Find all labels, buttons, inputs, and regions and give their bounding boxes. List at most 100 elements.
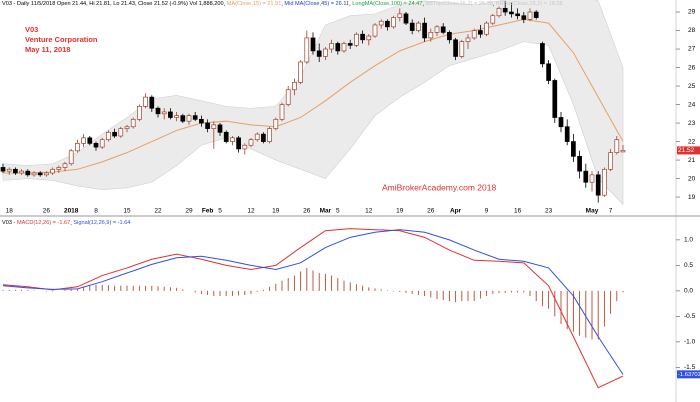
candle-body xyxy=(168,111,173,118)
candle-body xyxy=(440,26,446,33)
candle-body xyxy=(571,141,576,157)
y-tick-label: 0.5 xyxy=(684,262,693,269)
candle-body xyxy=(124,126,130,129)
candle-body xyxy=(180,115,186,122)
candle-body xyxy=(223,131,229,142)
candle-body xyxy=(391,17,396,28)
candle-body xyxy=(161,111,167,115)
y-tick-label: 20 xyxy=(688,175,696,182)
y-tick-label: 25 xyxy=(688,83,696,90)
candle-body xyxy=(360,33,365,41)
candle-body xyxy=(0,167,6,172)
candle-body xyxy=(199,118,204,124)
y-tick-label: -0.5 xyxy=(684,313,696,320)
candle-body xyxy=(521,15,527,20)
chart-header: V03 - Daily 11/5/2018 Open 21.44, Hi 21.… xyxy=(2,1,563,7)
candle-body xyxy=(106,131,111,141)
candle-body xyxy=(490,15,496,24)
macd-legend: MACD(12,26) = -1.67 xyxy=(17,220,70,226)
candle-body xyxy=(149,96,155,109)
x-tick-label: 12 xyxy=(365,208,373,215)
x-tick-label: 29 xyxy=(185,208,193,215)
y-tick-label: 0.0 xyxy=(684,288,693,295)
candle-body xyxy=(422,22,427,39)
x-tick-label: 22 xyxy=(154,208,162,215)
last-price-label: 21.52 xyxy=(678,147,695,154)
x-tick-label: 8 xyxy=(94,208,98,215)
y-tick-label: 28 xyxy=(688,27,696,34)
candle-body xyxy=(465,37,471,42)
candle-body xyxy=(558,117,564,128)
annotation: V03 xyxy=(25,25,38,34)
x-tick-label: 23 xyxy=(545,208,553,215)
candle-body xyxy=(130,118,136,128)
watermark: AmiBrokerAcademy.com 2018 xyxy=(382,182,496,192)
signal-line xyxy=(2,229,624,375)
candle-body xyxy=(292,81,297,91)
x-tick-label: 26 xyxy=(427,208,435,215)
signal-tag xyxy=(677,370,700,379)
candle-body xyxy=(112,131,117,137)
y-tick-label: 26 xyxy=(688,64,696,71)
header-part: LongMA(Close,100) = 24.47 xyxy=(352,1,422,7)
header-part: Mid MA(Close,45) = 26.11 xyxy=(284,1,349,7)
x-tick-label: 18 xyxy=(6,208,14,215)
x-tick-label: 26 xyxy=(43,208,51,215)
y-tick-label: -1.0 xyxy=(684,339,696,346)
y-tick-label: 21 xyxy=(688,157,696,164)
y-tick-label: 29 xyxy=(688,9,696,16)
candle-body xyxy=(496,7,502,17)
signal-legend: Signal(12,26,9) = -1.64 xyxy=(73,220,130,226)
y-tick-label: -1.5 xyxy=(684,364,696,371)
candle-body xyxy=(87,137,93,144)
y-tick-label: 22 xyxy=(688,138,696,145)
candle-body xyxy=(409,22,415,31)
candle-body xyxy=(335,43,341,52)
candle-body xyxy=(403,13,409,24)
x-tick-label: 9 xyxy=(485,208,489,215)
header-part: BBTop(Close,15,2) = 25.35 xyxy=(425,1,492,7)
x-tick-label: Mar xyxy=(320,208,332,215)
candle-body xyxy=(589,174,595,183)
header-part: MA(Close,15) = 21.91 xyxy=(227,1,282,7)
candle-body xyxy=(316,50,322,57)
candle-body xyxy=(397,13,403,18)
y-tick-label: 1.0 xyxy=(684,237,693,244)
candle-body xyxy=(192,115,198,120)
candle-body xyxy=(453,39,458,57)
candle-body xyxy=(273,118,279,129)
candle-body xyxy=(366,35,372,41)
candle-body xyxy=(602,168,607,196)
candle-body xyxy=(37,172,43,176)
candle-body xyxy=(174,115,179,118)
y-tick-label: 27 xyxy=(688,46,696,53)
moving-average xyxy=(3,18,624,174)
candle-body xyxy=(502,7,508,13)
candle-body xyxy=(347,43,353,46)
candle-body xyxy=(527,11,533,20)
candle-body xyxy=(217,124,223,133)
candle-body xyxy=(230,137,235,142)
candle-body xyxy=(236,137,241,150)
candle-body xyxy=(329,43,334,50)
candle-body xyxy=(385,20,390,28)
candle-body xyxy=(509,11,514,15)
candle-body xyxy=(372,24,378,37)
candle-body xyxy=(471,30,477,39)
candle-body xyxy=(186,115,192,122)
x-tick-label: 19 xyxy=(396,208,404,215)
candle-body xyxy=(304,37,310,63)
candle-body xyxy=(261,133,266,142)
candle-body xyxy=(211,124,217,129)
candle-body xyxy=(620,150,626,153)
candle-body xyxy=(434,26,440,33)
candle-body xyxy=(533,11,539,18)
candle-body xyxy=(31,172,37,176)
candle-body xyxy=(6,168,12,172)
macd-header: V03 - MACD(12,26) = -1.67, Signal(12,26,… xyxy=(2,220,130,226)
x-tick-label: Apr xyxy=(450,208,462,215)
macd-line xyxy=(2,228,624,389)
candle-body xyxy=(242,144,248,150)
candle-body xyxy=(298,61,303,83)
